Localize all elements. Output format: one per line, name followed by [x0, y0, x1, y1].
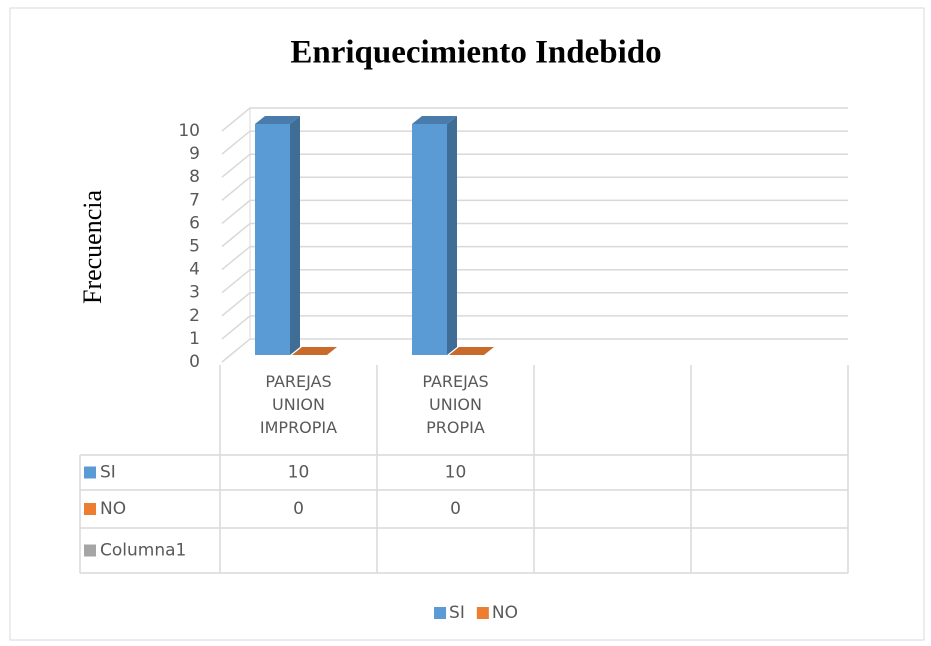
bar-front	[412, 124, 447, 355]
table-value: 0	[293, 499, 304, 519]
y-tick-label: 4	[189, 260, 200, 280]
y-tick-label: 7	[189, 190, 200, 210]
bar-top	[292, 347, 337, 355]
y-tick-label: 1	[189, 329, 200, 349]
chart-border	[9, 7, 925, 641]
grid-line	[221, 245, 848, 271]
y-axis-label: Frecuencia	[78, 190, 107, 305]
grid-line	[221, 107, 848, 132]
grid-line	[221, 176, 848, 201]
grid-line	[221, 315, 848, 340]
table-legend-key	[84, 466, 96, 479]
table-value: 10	[445, 463, 467, 483]
x-tick-label-box	[691, 370, 848, 460]
bar-side	[290, 116, 300, 355]
legend-key	[476, 607, 489, 619]
legend: SI NO	[434, 603, 518, 623]
y-tick-label: 8	[189, 167, 200, 187]
grid-line	[221, 199, 848, 224]
chart-title: Enriquecimiento Indebido	[290, 35, 661, 71]
y-tick-label: 10	[178, 121, 200, 141]
table-value: 0	[450, 499, 461, 519]
y-tick-label: 6	[189, 213, 200, 233]
bar-front	[255, 124, 290, 355]
y-tick-label: 2	[189, 306, 200, 326]
bar	[292, 347, 337, 355]
table-series-name: SI	[100, 463, 116, 483]
grid-line	[221, 268, 848, 294]
x-tick-label: PAREJAS UNION PROPIA	[422, 372, 489, 437]
table-value: 10	[288, 463, 310, 483]
table-legend-key	[84, 544, 96, 557]
x-tick-label-box	[534, 370, 691, 460]
grid-line	[221, 153, 848, 178]
bar	[412, 116, 457, 355]
x-tick-label: PAREJAS UNION IMPROPIA	[259, 372, 338, 437]
grid-line	[221, 222, 848, 248]
table-series-name: NO	[100, 499, 126, 519]
legend-label: SI	[449, 603, 465, 623]
y-tick-label: 3	[189, 283, 200, 303]
bar-side	[447, 116, 457, 355]
x-tick-label-box: PAREJAS UNION IMPROPIA	[259, 372, 338, 437]
legend-key	[434, 607, 447, 619]
legend-item: SI	[434, 603, 465, 623]
grid-line	[221, 338, 848, 363]
table-series-name: Columna1	[100, 541, 186, 561]
y-tick-label: 9	[189, 144, 200, 164]
table-legend-key	[84, 503, 96, 515]
bar	[255, 116, 300, 355]
y-tick-label: 0	[189, 352, 200, 372]
bar-top	[412, 116, 457, 124]
bar-top	[449, 347, 494, 355]
grid-line	[221, 130, 848, 155]
x-tick-label-box: PAREJAS UNION PROPIA	[422, 372, 489, 437]
bar-top	[255, 116, 300, 124]
legend-item: NO	[476, 603, 518, 623]
bar	[449, 347, 494, 355]
grid-line	[221, 292, 848, 317]
legend-label: NO	[492, 603, 518, 623]
y-tick-label: 5	[189, 237, 200, 257]
